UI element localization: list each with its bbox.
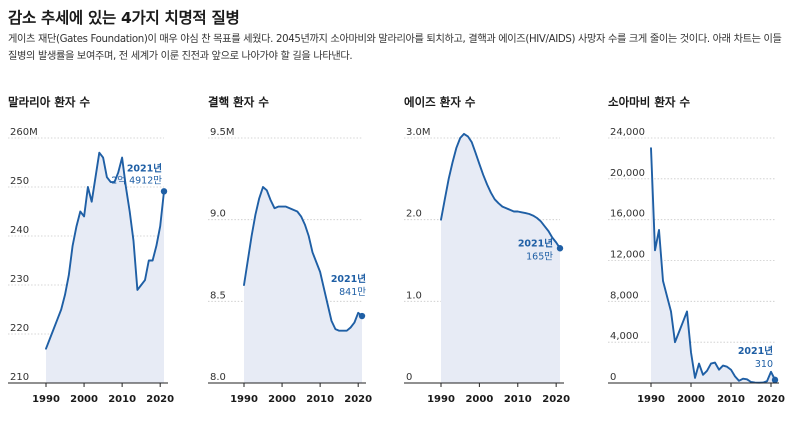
chart-3-ytick-label: 0 [406,372,412,383]
chart-2-annotation-value: 841만 [339,287,366,298]
chart-2-ytick-label: 9.5M [210,127,235,138]
chart-3-xtick-label: 2010 [504,394,532,405]
chart-4-xtick-label: 2010 [717,394,745,405]
chart-3-end-point [556,245,564,252]
page-title: 감소 추세에 있는 4가지 치명적 질병 [8,9,240,27]
chart-4-annotation-year: 2021년 [738,345,773,357]
chart-2-area [244,187,362,383]
chart-3-ytick-label: 2.0 [406,209,422,220]
chart-2-ytick-label: 8.0 [210,372,226,383]
chart-4-ytick-label: 24,000 [610,127,645,138]
chart-3-xtick-label: 2020 [542,394,570,405]
chart-4-end-point [771,376,779,384]
chart-1-ytick-label: 240 [10,225,29,236]
chart-2-annotation-year: 2021년 [331,273,366,285]
chart-1-area [46,152,164,383]
chart-1-series-line [45,151,165,350]
chart-4-xtick-label: 2000 [677,394,705,405]
chart-1-ytick-label: 220 [10,323,29,334]
chart-1-end-point [160,188,168,195]
chart-4-xtick-label: 2020 [757,394,785,405]
chart-3-annotation-value: 165만 [526,251,553,262]
chart-2-ytick-label: 9.0 [210,209,226,220]
chart-4-area [651,148,775,383]
chart-3-area [441,133,560,383]
chart-1-xtick-label: 2000 [70,394,98,405]
chart-1-annotation-year: 2021년 [127,162,162,174]
chart-1-ytick-label: 230 [10,274,29,285]
chart-3-xtick-label: 1990 [427,394,455,405]
chart-2-end-point [358,312,366,320]
chart-3-xtick-label: 2000 [465,394,493,405]
chart-1-annotation-value: 2억 4912만 [111,174,162,186]
chart-2-xtick-label: 2020 [344,394,372,405]
chart-3-series-line [440,132,561,250]
chart-1-xtick-label: 1990 [32,394,60,405]
chart-4-annotation-value: 310 [755,359,773,370]
chart-2-ytick-label: 8.5 [210,290,226,301]
chart-4-ytick-label: 20,000 [610,168,645,179]
chart-3-ytick-label: 3.0M [406,127,431,138]
chart-4-xtick-label: 1990 [637,394,665,405]
chart-1-xtick-label: 2020 [146,394,174,405]
chart-2-title: 결핵 환자 수 [208,95,269,109]
chart-4-ytick-label: 16,000 [610,209,645,220]
chart-1-ytick-label: 260M [10,127,38,138]
chart-2-xtick-label: 2010 [306,394,334,405]
chart-4-ytick-label: 4,000 [610,331,639,342]
chart-1-ytick-label: 210 [10,372,29,383]
chart-1-ytick-label: 250 [10,176,29,187]
chart-2-series-line [243,186,363,332]
chart-3-title: 에이즈 환자 수 [404,95,476,109]
chart-3-annotation-year: 2021년 [518,237,553,249]
chart-3-ytick-label: 1.0 [406,290,422,301]
page-subtitle: 게이츠 재단(Gates Foundation)이 매우 야심 찬 목표를 세웠… [8,34,782,62]
chart-1-title: 말라리아 환자 수 [8,95,90,109]
chart-4-ytick-label: 8,000 [610,290,639,301]
chart-2-xtick-label: 2000 [268,394,296,405]
chart-1-xtick-label: 2010 [108,394,136,405]
chart-4-title: 소아마비 환자 수 [608,95,690,109]
chart-4-ytick-label: 12,000 [610,250,645,261]
chart-2-xtick-label: 1990 [230,394,258,405]
chart-4-ytick-label: 0 [610,372,616,383]
